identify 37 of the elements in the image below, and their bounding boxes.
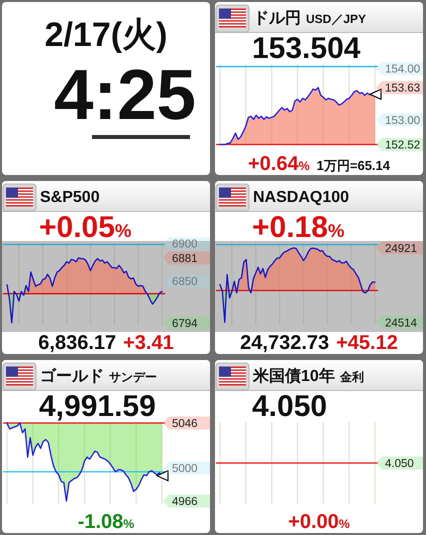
y-tick-label: 24921 [385, 242, 417, 255]
y-tick-label: 152.52 [385, 139, 420, 152]
text: 米国債10年 [252, 367, 335, 385]
chart-subtitle: USD／JPY [306, 12, 366, 26]
chart-title: ゴールド [40, 367, 104, 385]
text: 2/17(火) [44, 16, 168, 54]
text: +0.64% [248, 153, 310, 175]
text: +3.41 [123, 332, 174, 354]
y-tick-label: 6850 [172, 276, 198, 288]
y-tick-label: 154.00 [385, 64, 420, 76]
chart-title: NASDAQ100 [253, 189, 350, 206]
text: 4.050 [385, 458, 414, 470]
y-tick-label: 24514 [385, 317, 418, 330]
y-tick-label: 6794 [172, 318, 198, 330]
text: +45.12 [336, 332, 398, 354]
text: 24,732.73 [240, 332, 330, 354]
text: -1.08% [78, 511, 134, 533]
annotation: 153.504 [252, 32, 361, 65]
y-tick-label: 5000 [172, 462, 198, 475]
y-tick-label: 153.63 [385, 82, 420, 95]
chart-subtitle: サンデー [109, 370, 157, 384]
text: 4.050 [252, 390, 328, 423]
text: 6,836.17 [38, 332, 116, 354]
y-tick-label: 5046 [172, 418, 198, 430]
annotation: 4,991.59 [39, 390, 156, 423]
y-tick-label: 6881 [172, 252, 198, 265]
y-tick-label: 153.00 [385, 114, 420, 127]
y-tick-label: 4966 [172, 496, 198, 508]
annotation: +0.18% [252, 211, 345, 244]
text: 4:25 [54, 56, 196, 135]
chart-title: ドル円 [253, 10, 301, 27]
chart-title: S&P500 [40, 189, 100, 206]
text: 金利 [338, 370, 364, 384]
y-tick-label: 6900 [172, 238, 198, 251]
annotation: +0.05% [39, 211, 132, 244]
text: +0.00% [288, 511, 350, 533]
text: 1万円=65.14 [316, 158, 391, 173]
